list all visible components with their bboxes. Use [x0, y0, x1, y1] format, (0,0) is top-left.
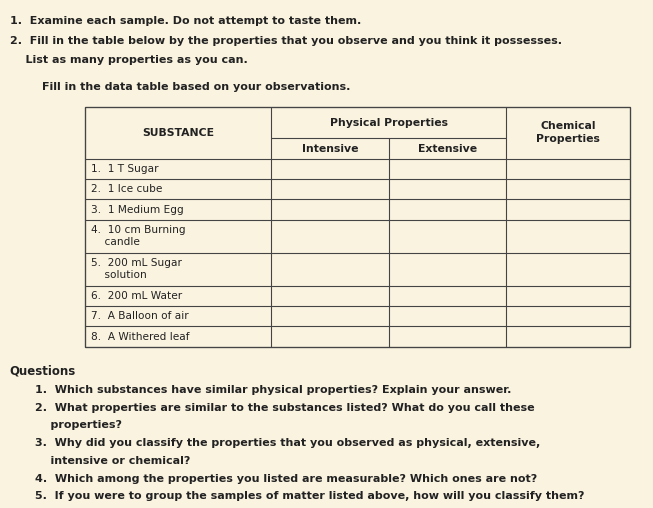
Text: 4.  Which among the properties you listed are measurable? Which ones are not?: 4. Which among the properties you listed…: [35, 473, 537, 484]
Text: 4.  10 cm Burning
    candle: 4. 10 cm Burning candle: [91, 225, 186, 247]
Text: 3.  Why did you classify the properties that you observed as physical, extensive: 3. Why did you classify the properties t…: [35, 438, 540, 448]
Text: 5.  If you were to group the samples of matter listed above, how will you classi: 5. If you were to group the samples of m…: [35, 491, 584, 501]
Text: 1.  Examine each sample. Do not attempt to taste them.: 1. Examine each sample. Do not attempt t…: [10, 16, 361, 26]
Text: Chemical
Properties: Chemical Properties: [536, 121, 600, 144]
Text: 3.  1 Medium Egg: 3. 1 Medium Egg: [91, 205, 184, 214]
Text: 7.  A Balloon of air: 7. A Balloon of air: [91, 311, 189, 321]
Text: 1.  Which substances have similar physical properties? Explain your answer.: 1. Which substances have similar physica…: [35, 385, 511, 395]
Text: 8.  A Withered leaf: 8. A Withered leaf: [91, 332, 190, 341]
Text: Questions: Questions: [10, 365, 76, 377]
Text: 5.  200 mL Sugar
    solution: 5. 200 mL Sugar solution: [91, 258, 182, 280]
Text: 2.  What properties are similar to the substances listed? What do you call these: 2. What properties are similar to the su…: [35, 402, 534, 412]
Text: properties?: properties?: [35, 420, 121, 430]
Text: SUBSTANCE: SUBSTANCE: [142, 128, 214, 138]
Text: 1.  1 T Sugar: 1. 1 T Sugar: [91, 164, 159, 174]
Text: Fill in the data table based on your observations.: Fill in the data table based on your obs…: [42, 82, 351, 92]
Text: Physical Properties: Physical Properties: [330, 118, 447, 128]
Text: List as many properties as you can.: List as many properties as you can.: [10, 55, 247, 65]
Text: 6.  200 mL Water: 6. 200 mL Water: [91, 291, 183, 301]
Text: intensive or chemical?: intensive or chemical?: [35, 456, 190, 466]
Text: Intensive: Intensive: [302, 144, 358, 153]
Text: Extensive: Extensive: [418, 144, 477, 153]
Text: 2.  1 Ice cube: 2. 1 Ice cube: [91, 184, 163, 194]
Text: 2.  Fill in the table below by the properties that you observe and you think it : 2. Fill in the table below by the proper…: [10, 36, 562, 46]
